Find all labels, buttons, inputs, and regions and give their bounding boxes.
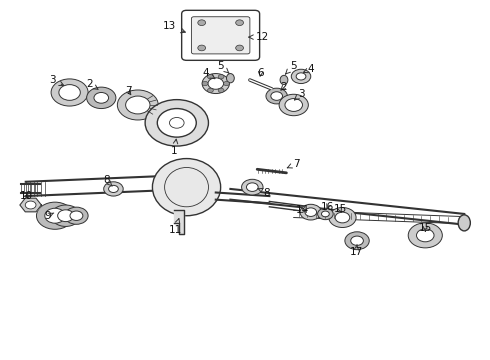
Text: 17: 17 [349,244,363,257]
Circle shape [223,81,229,86]
Ellipse shape [458,215,470,231]
Circle shape [104,182,123,196]
Text: 6: 6 [257,68,264,78]
Circle shape [51,205,80,226]
Text: 7: 7 [125,86,131,96]
Text: 4: 4 [203,68,215,79]
Circle shape [202,81,208,86]
Circle shape [351,236,364,246]
Circle shape [271,92,283,100]
Circle shape [45,208,65,223]
Circle shape [279,94,308,116]
Circle shape [65,207,88,224]
Circle shape [246,183,258,192]
Text: 4: 4 [303,64,314,74]
Circle shape [345,232,369,249]
Circle shape [218,75,224,79]
Circle shape [296,73,306,80]
Ellipse shape [226,73,234,83]
Circle shape [321,211,329,217]
Circle shape [218,88,224,93]
Circle shape [242,179,263,195]
Circle shape [291,69,311,84]
Circle shape [36,202,74,229]
Text: 16: 16 [321,202,335,212]
Text: 2: 2 [86,78,98,89]
Text: 2: 2 [281,82,287,92]
Circle shape [285,99,302,111]
Ellipse shape [152,158,220,216]
Ellipse shape [280,75,288,85]
Circle shape [157,109,196,137]
Circle shape [94,93,109,103]
Text: 3: 3 [49,75,64,85]
Circle shape [58,210,74,222]
FancyBboxPatch shape [192,17,250,54]
Circle shape [208,78,223,89]
Circle shape [335,212,350,223]
Polygon shape [174,210,184,234]
Circle shape [408,223,442,248]
Text: 15: 15 [418,223,432,233]
Text: 11: 11 [169,219,182,235]
Circle shape [266,88,288,104]
Circle shape [51,79,88,106]
Polygon shape [20,198,41,212]
Circle shape [25,201,36,209]
Circle shape [70,211,83,220]
Text: 15: 15 [333,204,346,214]
Circle shape [207,88,213,93]
Text: 10: 10 [20,191,33,201]
Text: 12: 12 [249,32,269,42]
Text: 1: 1 [171,139,178,157]
Circle shape [236,20,244,26]
Text: 7: 7 [287,159,299,169]
Text: 8: 8 [258,188,270,198]
Text: 3: 3 [294,89,304,100]
Circle shape [416,229,434,242]
Circle shape [117,90,158,120]
Text: 5: 5 [218,61,229,73]
Circle shape [59,85,80,100]
Text: 14: 14 [296,205,309,215]
Circle shape [236,45,244,51]
Text: 8: 8 [103,175,112,186]
Circle shape [162,112,192,134]
Circle shape [318,208,333,220]
Circle shape [109,185,118,193]
Circle shape [207,75,213,79]
Circle shape [145,100,208,146]
Circle shape [125,96,150,114]
Circle shape [300,204,321,220]
Circle shape [305,208,317,216]
Circle shape [202,73,229,94]
Text: 5: 5 [286,61,297,74]
Text: 13: 13 [163,21,185,33]
Circle shape [198,45,206,51]
Circle shape [87,87,116,109]
Circle shape [170,117,184,128]
Circle shape [329,207,356,228]
Circle shape [198,20,206,26]
Text: 9: 9 [45,211,54,221]
